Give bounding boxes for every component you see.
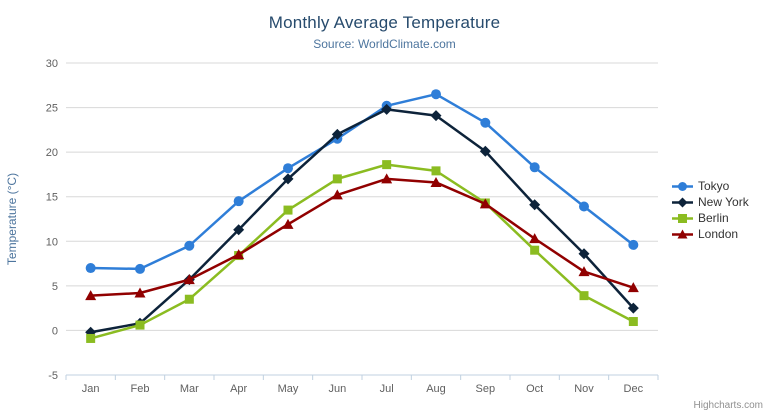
data-point-berlin[interactable]	[431, 166, 441, 176]
circle-marker-icon	[672, 181, 693, 191]
data-point-london[interactable]	[282, 218, 294, 229]
data-point-berlin[interactable]	[283, 205, 293, 215]
highcharts-credits-link[interactable]: Highcharts.com	[693, 400, 763, 411]
data-point-tokyo[interactable]	[184, 240, 195, 251]
data-point-new-york[interactable]	[479, 145, 491, 157]
series-line-tokyo	[89, 92, 635, 271]
y-axis-title: Temperature (°C)	[5, 173, 19, 265]
x-axis-label: Aug	[426, 383, 446, 395]
x-axis-label: Dec	[624, 383, 644, 395]
x-axis-label: Sep	[476, 383, 496, 395]
y-axis-label: 25	[46, 103, 58, 115]
data-point-london[interactable]	[479, 198, 491, 209]
data-point-tokyo[interactable]	[85, 263, 96, 274]
data-point-london[interactable]	[85, 290, 97, 301]
x-axis-label: Jan	[82, 383, 100, 395]
data-point-new-york[interactable]	[627, 302, 639, 314]
data-point-new-york[interactable]	[529, 199, 541, 211]
data-point-tokyo[interactable]	[480, 117, 491, 128]
data-point-berlin[interactable]	[332, 174, 342, 184]
data-point-new-york[interactable]	[233, 224, 245, 236]
x-axis-label: Feb	[131, 383, 150, 395]
series-line-berlin	[89, 163, 635, 340]
legend-item-london[interactable]: London	[672, 226, 749, 242]
legend: Tokyo New York Berlin London	[672, 178, 749, 242]
data-point-berlin[interactable]	[530, 245, 540, 255]
legend-label: New York	[698, 195, 749, 209]
series-line-london	[89, 177, 635, 297]
data-point-new-york[interactable]	[578, 248, 590, 260]
y-axis-label: 5	[52, 281, 58, 293]
x-axis-label: Oct	[526, 383, 543, 395]
data-point-berlin[interactable]	[382, 160, 392, 170]
x-axis-label: May	[278, 383, 299, 395]
data-point-berlin[interactable]	[184, 294, 194, 304]
y-axis-label: 20	[46, 147, 58, 159]
data-point-tokyo[interactable]	[233, 196, 244, 207]
legend-label: London	[698, 227, 739, 241]
data-point-london[interactable]	[627, 282, 639, 293]
x-axis-label: Jul	[380, 383, 394, 395]
square-marker-icon	[672, 213, 693, 223]
x-axis-label: Apr	[230, 383, 247, 395]
data-point-london[interactable]	[331, 189, 343, 200]
data-point-london[interactable]	[381, 173, 393, 184]
y-axis-label: -5	[48, 370, 58, 382]
chart-subtitle: Source: WorldClimate.com	[313, 37, 456, 51]
y-axis-label: 15	[46, 192, 58, 204]
data-point-london[interactable]	[430, 176, 442, 187]
data-point-tokyo[interactable]	[628, 239, 639, 250]
data-point-berlin[interactable]	[628, 317, 638, 327]
data-point-london[interactable]	[134, 287, 146, 298]
y-axis-label: 30	[46, 58, 58, 70]
diamond-marker-icon	[672, 197, 693, 207]
legend-item-new-york[interactable]: New York	[672, 194, 749, 210]
data-point-london[interactable]	[233, 249, 245, 260]
data-point-tokyo[interactable]	[135, 263, 145, 274]
data-point-new-york[interactable]	[381, 103, 393, 115]
data-point-london[interactable]	[529, 233, 541, 244]
data-point-tokyo[interactable]	[283, 163, 293, 174]
y-axis-label: 0	[52, 325, 58, 337]
data-point-london[interactable]	[183, 274, 195, 285]
data-point-berlin[interactable]	[579, 291, 589, 301]
x-axis-label: Mar	[180, 383, 199, 395]
y-axis-label: 10	[46, 236, 58, 248]
x-axis-label: Jun	[328, 383, 346, 395]
series-line-new-york	[89, 108, 635, 334]
legend-item-berlin[interactable]: Berlin	[672, 210, 749, 226]
legend-item-tokyo[interactable]: Tokyo	[672, 178, 749, 194]
data-point-london[interactable]	[578, 266, 590, 277]
data-point-new-york[interactable]	[430, 110, 442, 122]
chart-title: Monthly Average Temperature	[268, 13, 501, 32]
data-point-tokyo[interactable]	[529, 162, 540, 173]
legend-label: Berlin	[698, 211, 729, 225]
data-point-new-york[interactable]	[282, 173, 294, 185]
data-point-berlin[interactable]	[135, 320, 145, 330]
triangle-marker-icon	[672, 229, 693, 238]
data-point-new-york[interactable]	[331, 128, 343, 140]
data-point-berlin[interactable]	[86, 333, 96, 343]
context-menu-button[interactable]	[730, 20, 751, 39]
data-point-tokyo[interactable]	[431, 89, 441, 100]
legend-label: Tokyo	[698, 179, 730, 193]
data-point-tokyo[interactable]	[579, 201, 589, 212]
x-axis-label: Nov	[574, 383, 594, 395]
